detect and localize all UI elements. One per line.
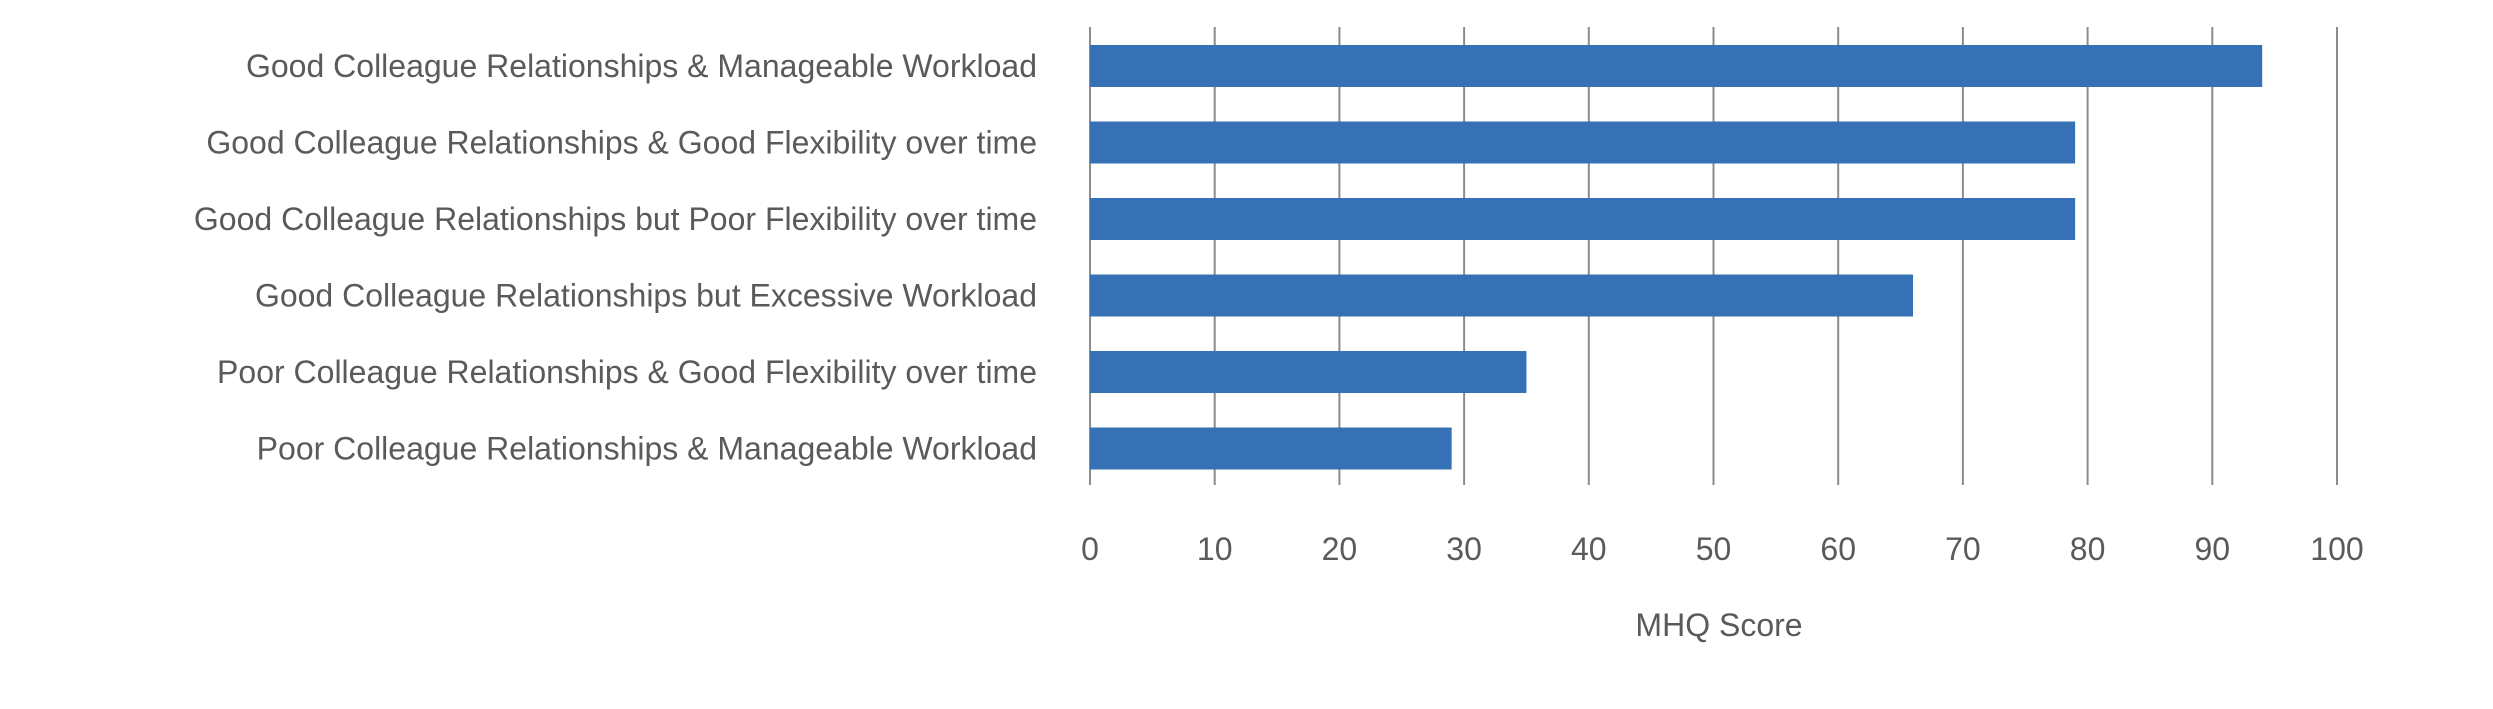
category-label-2: Good Colleague Relationships & Good Flex… (206, 125, 1037, 161)
category-labels: Good Colleague Relationships & Manageabl… (194, 48, 1037, 467)
x-tick-label-60: 60 (1820, 531, 1856, 567)
x-tick-labels: 0 10 20 30 40 50 60 70 80 90 100 (1081, 531, 2364, 567)
x-tick-label-30: 30 (1446, 531, 1482, 567)
x-tick-label-20: 20 (1322, 531, 1358, 567)
category-label-4: Good Colleague Relationships but Excessi… (255, 278, 1037, 314)
x-tick-label-40: 40 (1571, 531, 1607, 567)
category-label-1: Good Colleague Relationships & Manageabl… (246, 48, 1037, 84)
bar-5 (1090, 351, 1527, 393)
x-tick-label-0: 0 (1081, 531, 1099, 567)
x-tick-label-100: 100 (2310, 531, 2363, 567)
bar-6 (1090, 427, 1452, 470)
x-axis-title: MHQ Score (1635, 607, 1802, 643)
bars (1090, 45, 2263, 470)
bar-1 (1090, 45, 2263, 87)
bar-3 (1090, 198, 2076, 240)
x-tick-label-80: 80 (2070, 531, 2106, 567)
bar-2 (1090, 121, 2076, 164)
x-tick-label-70: 70 (1945, 531, 1981, 567)
x-tick-label-90: 90 (2195, 531, 2231, 567)
category-label-5: Poor Colleague Relationships & Good Flex… (217, 354, 1037, 390)
category-label-6: Poor Colleague Relationships & Manageabl… (257, 431, 1037, 467)
x-tick-label-50: 50 (1696, 531, 1732, 567)
x-tick-label-10: 10 (1197, 531, 1233, 567)
category-label-3: Good Colleague Relationships but Poor Fl… (194, 201, 1037, 237)
grid-lines (1089, 27, 2338, 485)
bar-4 (1090, 274, 1914, 317)
